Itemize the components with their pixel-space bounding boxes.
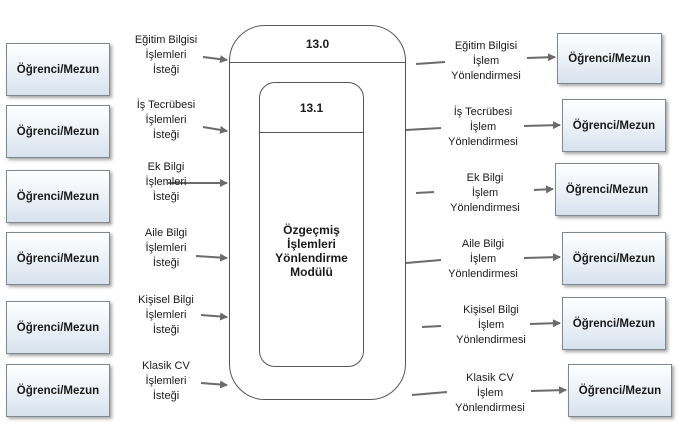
output-arrow-1b — [526, 53, 556, 62]
flow-label-line: İşlemleri — [145, 49, 187, 61]
output-flow-label-2: İş Tecrübesi İşlem Yönlendirmesi — [433, 105, 533, 150]
output-flow-label-5: Kişisel Bilgi İşlem Yönlendirmesi — [441, 303, 541, 348]
output-flow-label-6: Klasik CV İşlem Yönlendirmesi — [440, 371, 540, 416]
process-id: 13.0 — [230, 26, 405, 63]
entity-label: Öğrenci/Mezun — [565, 183, 649, 196]
output-arrow-2 — [405, 127, 442, 131]
output-flow-label-4: Aile Bilgi İşlem Yönlendirmesi — [433, 237, 533, 282]
entity-right-5: Öğrenci/Mezun — [562, 297, 666, 350]
entity-label: Öğrenci/Mezun — [16, 384, 100, 397]
entity-right-6: Öğrenci/Mezun — [568, 364, 672, 417]
entity-label: Öğrenci/Mezun — [16, 63, 100, 76]
input-flow-label-5: Kişisel Bilgi İşlemleri İsteği — [118, 293, 214, 338]
input-flow-label-4: Aile Bilgi İşlemleri İsteği — [118, 226, 214, 271]
input-arrow-1 — [202, 55, 228, 64]
flow-label-line: İsteği — [152, 129, 180, 141]
flow-label-line: İşlem — [476, 387, 504, 399]
input-arrow-4 — [195, 253, 228, 262]
flow-label-line: İşlemleri — [145, 375, 187, 387]
flow-label-line: İsteği — [152, 257, 180, 269]
output-arrow-4 — [405, 259, 442, 264]
output-arrow-3 — [415, 191, 435, 194]
flow-label-line: İşlem — [469, 121, 497, 133]
flow-label-line: Ek Bilgi — [147, 161, 185, 173]
entity-left-1: Öğrenci/Mezun — [6, 43, 110, 96]
flow-label-line: İş Tecrübesi — [453, 106, 513, 118]
flow-label-line: Aile Bilgi — [461, 238, 505, 250]
flow-label-line: İsteği — [152, 191, 180, 203]
entity-right-2: Öğrenci/Mezun — [562, 99, 666, 152]
flow-label-line: Yönlendirmesi — [451, 70, 521, 82]
flow-label-line: İsteği — [152, 390, 180, 402]
entity-label: Öğrenci/Mezun — [568, 52, 651, 65]
subprocess-name-line: Modülü — [290, 265, 333, 279]
flow-label-line: Kişisel Bilgi — [463, 304, 519, 316]
input-flow-label-2: İş Tecrübesi İşlemleri İsteği — [118, 98, 214, 143]
flow-label-line: Kişisel Bilgi — [138, 294, 194, 306]
flow-label-line: Yönlendirmesi — [456, 334, 526, 346]
flow-label-line: Ek Bilgi — [466, 172, 504, 184]
output-arrow-1 — [415, 61, 446, 65]
output-arrow-5 — [421, 325, 442, 328]
flow-label-line: İsteği — [152, 324, 180, 336]
input-flow-label-6: Klasik CV İşlemleri İsteği — [118, 359, 214, 404]
flow-label-line: Klasik CV — [142, 360, 190, 372]
entity-right-3: Öğrenci/Mezun — [555, 163, 659, 216]
flow-label-line: İş Tecrübesi — [136, 99, 196, 111]
output-arrow-4b — [523, 253, 561, 262]
output-arrow-6b — [530, 386, 567, 395]
flow-label-line: Yönlendirmesi — [455, 402, 525, 414]
flow-label-line: İşlem — [472, 55, 500, 67]
subprocess-id: 13.1 — [260, 83, 363, 133]
output-arrow-5b — [529, 319, 561, 328]
flow-label-line: İşlem — [477, 319, 505, 331]
entity-label: Öğrenci/Mezun — [16, 252, 100, 265]
flow-label-line: Klasik CV — [466, 372, 514, 384]
entity-left-6: Öğrenci/Mezun — [6, 364, 110, 417]
flow-label-line: Aile Bilgi — [144, 227, 188, 239]
entity-left-5: Öğrenci/Mezun — [6, 301, 110, 354]
entity-left-2: Öğrenci/Mezun — [6, 105, 110, 158]
entity-label: Öğrenci/Mezun — [16, 125, 100, 138]
input-flow-label-3: Ek Bilgi İşlemleri İsteği — [118, 160, 214, 205]
output-arrow-3b — [533, 185, 554, 194]
flow-label-line: Yönlendirmesi — [448, 136, 518, 148]
flow-label-line: İşlemleri — [145, 309, 187, 321]
entity-left-3: Öğrenci/Mezun — [6, 170, 110, 223]
entity-label: Öğrenci/Mezun — [572, 119, 656, 132]
input-arrow-5 — [200, 312, 228, 321]
output-flow-label-3: Ek Bilgi İşlem Yönlendirmesi — [435, 171, 535, 216]
subprocess-name: Özgeçmiş İşlemleri Yönlendirme Modülü — [260, 223, 363, 279]
subprocess-name-line: İşlemleri — [287, 237, 336, 251]
output-arrow-6 — [411, 391, 448, 396]
flow-label-line: İsteği — [152, 64, 180, 76]
output-flow-label-1: Eğitim Bilgisi İşlem Yönlendirmesi — [436, 39, 536, 84]
flow-label-line: İşlemleri — [145, 114, 187, 126]
flow-label-line: Eğitim Bilgisi — [134, 34, 198, 46]
subprocess-name-line: Özgeçmiş — [283, 223, 340, 237]
entity-label: Öğrenci/Mezun — [578, 384, 662, 397]
flow-label-line: İşlemleri — [145, 176, 187, 188]
input-arrow-2 — [202, 125, 228, 134]
entity-label: Öğrenci/Mezun — [572, 252, 656, 265]
entity-right-4: Öğrenci/Mezun — [562, 232, 666, 285]
process-13-1: 13.1 Özgeçmiş İşlemleri Yönlendirme Modü… — [259, 82, 364, 367]
subprocess-name-line: Yönlendirme — [275, 251, 348, 265]
input-arrow-6 — [200, 380, 228, 389]
flow-label-line: Yönlendirmesi — [450, 202, 520, 214]
flow-label-line: İşlem — [469, 253, 497, 265]
input-flow-label-1: Eğitim Bilgisi İşlemleri İsteği — [118, 33, 214, 78]
output-arrow-2b — [523, 121, 561, 130]
flow-label-line: Eğitim Bilgisi — [454, 40, 518, 52]
entity-label: Öğrenci/Mezun — [16, 321, 100, 334]
entity-label: Öğrenci/Mezun — [16, 190, 100, 203]
flow-label-line: İşlem — [471, 187, 499, 199]
entity-right-1: Öğrenci/Mezun — [557, 33, 662, 84]
entity-left-4: Öğrenci/Mezun — [6, 232, 110, 285]
flow-label-line: Yönlendirmesi — [448, 268, 518, 280]
flow-label-line: İşlemleri — [145, 242, 187, 254]
entity-label: Öğrenci/Mezun — [572, 317, 656, 330]
